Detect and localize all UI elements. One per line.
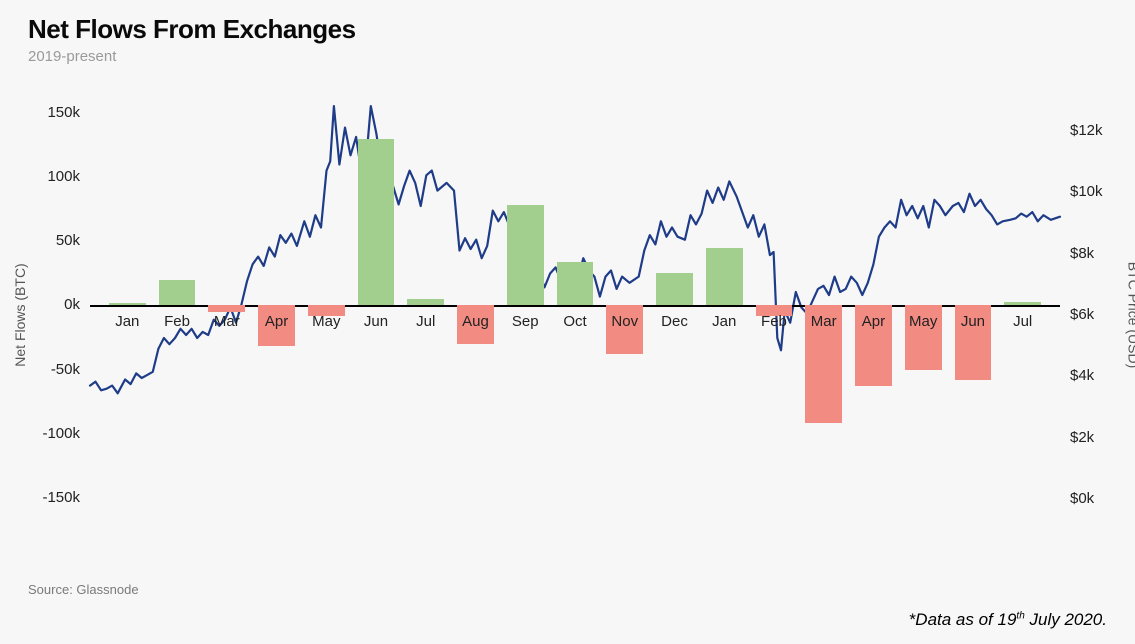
x-tick-label: Feb bbox=[164, 313, 190, 330]
y-axis-left-label: Net Flows (BTC) bbox=[12, 263, 28, 366]
net-flow-bar bbox=[407, 299, 444, 305]
net-flow-bar bbox=[109, 303, 146, 306]
x-tick-label: Jul bbox=[1013, 313, 1032, 330]
chart-subtitle: 2019-present bbox=[28, 48, 116, 65]
y-left-tick: -150k bbox=[42, 489, 80, 506]
net-flow-bar bbox=[507, 205, 544, 305]
net-flow-bar bbox=[358, 139, 395, 306]
x-tick-label: Nov bbox=[611, 313, 638, 330]
y-left-tick: 150k bbox=[47, 104, 80, 121]
net-flow-bar bbox=[208, 305, 245, 311]
x-tick-label: Mar bbox=[214, 313, 240, 330]
x-tick-label: Dec bbox=[661, 313, 688, 330]
y-right-tick: $12k bbox=[1070, 122, 1103, 139]
footnote-prefix: *Data as of 19 bbox=[909, 610, 1017, 629]
chart-plot-area: Net Flows (BTC) BTC Price (USD) 150k100k… bbox=[90, 100, 1060, 530]
y-left-tick: -50k bbox=[51, 361, 80, 378]
chart-title: Net Flows From Exchanges bbox=[28, 14, 356, 45]
x-tick-label: Feb bbox=[761, 313, 787, 330]
x-tick-label: Mar bbox=[811, 313, 837, 330]
x-tick-label: Apr bbox=[265, 313, 288, 330]
y-left-tick: -100k bbox=[42, 425, 80, 442]
page: Net Flows From Exchanges 2019-present Ne… bbox=[0, 0, 1135, 644]
y-right-tick: $0k bbox=[1070, 490, 1094, 507]
y-left-tick: 50k bbox=[56, 232, 80, 249]
x-tick-label: Jan bbox=[712, 313, 736, 330]
y-right-tick: $6k bbox=[1070, 306, 1094, 323]
net-flow-bar bbox=[706, 248, 743, 306]
y-right-tick: $8k bbox=[1070, 245, 1094, 262]
net-flow-bar bbox=[159, 280, 196, 306]
y-right-tick: $4k bbox=[1070, 367, 1094, 384]
x-tick-label: Oct bbox=[563, 313, 586, 330]
footnote: *Data as of 19th July 2020. bbox=[909, 610, 1107, 630]
x-tick-label: May bbox=[909, 313, 937, 330]
x-tick-label: Jan bbox=[115, 313, 139, 330]
footnote-suffix: July 2020. bbox=[1025, 610, 1107, 629]
x-tick-label: Jun bbox=[961, 313, 985, 330]
net-flow-bar bbox=[1004, 302, 1041, 306]
x-tick-label: Apr bbox=[862, 313, 885, 330]
y-right-tick: $2k bbox=[1070, 429, 1094, 446]
footnote-super: th bbox=[1016, 610, 1024, 621]
y-left-tick: 100k bbox=[47, 168, 80, 185]
net-flow-bar bbox=[557, 262, 594, 306]
x-tick-label: Jun bbox=[364, 313, 388, 330]
x-tick-label: May bbox=[312, 313, 340, 330]
y-axis-right-label: BTC Price (USD) bbox=[1126, 262, 1135, 369]
x-tick-label: Aug bbox=[462, 313, 489, 330]
source-credit: Source: Glassnode bbox=[28, 582, 139, 597]
y-right-tick: $10k bbox=[1070, 183, 1103, 200]
x-tick-label: Sep bbox=[512, 313, 539, 330]
y-left-tick: 0k bbox=[64, 296, 80, 313]
net-flow-bar bbox=[656, 273, 693, 305]
x-tick-label: Jul bbox=[416, 313, 435, 330]
